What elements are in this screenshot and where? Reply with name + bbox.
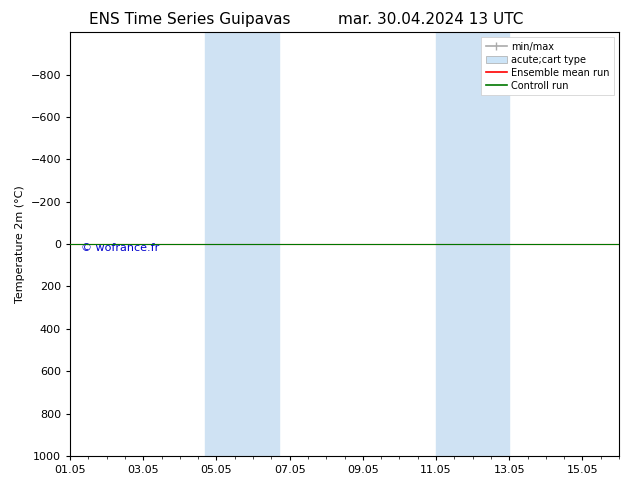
Text: mar. 30.04.2024 13 UTC: mar. 30.04.2024 13 UTC [339, 12, 524, 27]
Text: ENS Time Series Guipavas: ENS Time Series Guipavas [89, 12, 291, 27]
Bar [436, 32, 509, 456]
Text: © wofrance.fr: © wofrance.fr [81, 244, 159, 253]
Legend: min/max, acute;cart type, Ensemble mean run, Controll run: min/max, acute;cart type, Ensemble mean … [481, 37, 614, 96]
Y-axis label: Temperature 2m (°C): Temperature 2m (°C) [15, 185, 25, 303]
Bar [205, 32, 279, 456]
